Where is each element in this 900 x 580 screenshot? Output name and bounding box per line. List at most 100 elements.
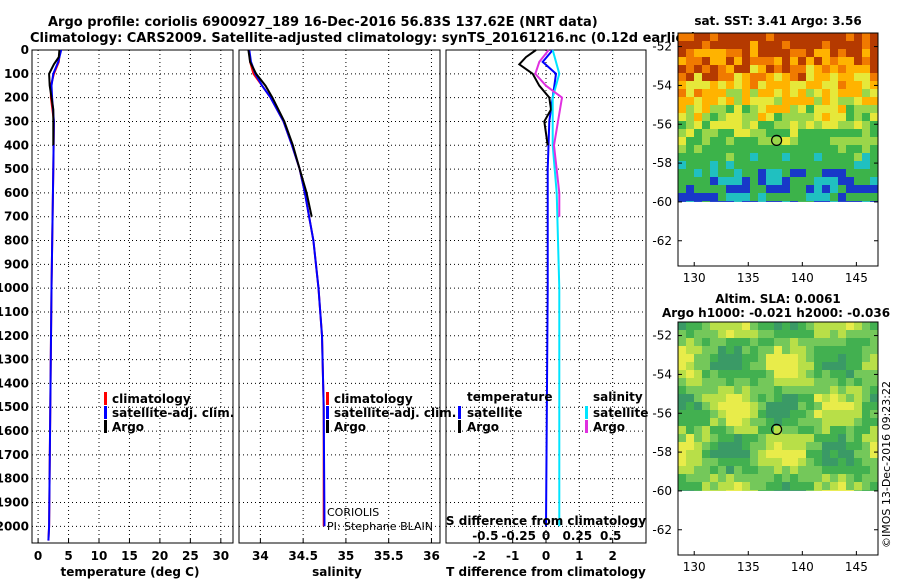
map-cell <box>758 466 766 474</box>
map-cell <box>862 81 870 89</box>
map-cell <box>750 338 758 346</box>
map-cell <box>734 490 742 491</box>
map-cell <box>710 410 718 418</box>
map-cell <box>678 394 686 402</box>
legend-s-satellite: satellite <box>593 406 648 420</box>
map-cell <box>862 362 870 370</box>
difference-xlabel: T difference from climatology <box>446 565 646 579</box>
map-cell <box>870 434 878 442</box>
map-cell <box>686 41 694 49</box>
map-cell <box>678 33 686 41</box>
map-cell <box>862 490 870 491</box>
map-cell <box>838 137 846 145</box>
map-cell <box>702 322 710 330</box>
map-cell <box>766 145 774 153</box>
map-cell <box>766 89 774 97</box>
map-cell <box>758 450 766 458</box>
map-cell <box>870 49 878 57</box>
x-tick-label: 30 <box>212 549 229 563</box>
map-cell <box>814 426 822 434</box>
map-cell <box>718 346 726 354</box>
map-x-tick-label: 145 <box>845 271 868 285</box>
legend-swatch-s-satellite <box>585 406 588 419</box>
map-cell <box>814 49 822 57</box>
map-cell <box>782 121 790 129</box>
map-cell <box>798 482 806 490</box>
map-cell <box>838 338 846 346</box>
map-cell <box>726 386 734 394</box>
map-cell <box>798 450 806 458</box>
map-cell <box>734 105 742 113</box>
map-cell <box>798 466 806 474</box>
map-cell <box>798 410 806 418</box>
x-tick-label: 15 <box>121 549 138 563</box>
map-cell <box>806 105 814 113</box>
map-cell <box>806 137 814 145</box>
map-cell <box>766 458 774 466</box>
salinity-note: CORIOLIS PI: Stephane BLAIN <box>327 506 433 533</box>
map-cell <box>846 474 854 482</box>
map-cell <box>726 322 734 330</box>
map-cell <box>806 458 814 466</box>
map-cell <box>758 145 766 153</box>
map-y-tick-label: -58 <box>652 445 672 459</box>
map-cell <box>758 418 766 426</box>
map-cell <box>846 354 854 362</box>
map-cell <box>854 338 862 346</box>
map-cell <box>686 490 694 491</box>
map-cell <box>798 402 806 410</box>
map-cell <box>870 153 878 161</box>
map-cell <box>838 89 846 97</box>
map-cell <box>798 338 806 346</box>
map-cell <box>766 338 774 346</box>
map-cell <box>798 129 806 137</box>
s-difference-label: S difference from climatology <box>446 514 646 528</box>
map-cell <box>726 466 734 474</box>
map-cell <box>710 490 718 491</box>
map-cell <box>830 57 838 65</box>
map-cell <box>766 434 774 442</box>
map-cell <box>774 49 782 57</box>
map-cell <box>718 65 726 73</box>
salinity-panel: 34 34.5 35 35.5 36 <box>238 49 441 563</box>
credit: ©IMOS 13-Dec-2016 09:23:22 <box>880 381 893 548</box>
map-cell <box>798 33 806 41</box>
map-cell <box>750 386 758 394</box>
map-cell <box>822 161 830 169</box>
map-cell <box>870 378 878 386</box>
map-cell <box>718 394 726 402</box>
map-cell <box>798 418 806 426</box>
map-cell <box>782 386 790 394</box>
map-cell <box>830 153 838 161</box>
map-cell <box>782 185 790 193</box>
map-cell <box>838 81 846 89</box>
map-cell <box>782 482 790 490</box>
map-cell <box>814 466 822 474</box>
map-cell <box>774 169 782 177</box>
map-cell <box>750 57 758 65</box>
map-cell <box>734 81 742 89</box>
map-cell <box>758 386 766 394</box>
map-cell <box>710 73 718 81</box>
map-cell <box>846 458 854 466</box>
map-cell <box>718 418 726 426</box>
map-cell <box>814 89 822 97</box>
map-cell <box>854 354 862 362</box>
map-cell <box>702 33 710 41</box>
map-cell <box>830 426 838 434</box>
map-cell <box>870 458 878 466</box>
map-cell <box>742 346 750 354</box>
map-cell <box>734 450 742 458</box>
map-cell <box>750 105 758 113</box>
map-cell <box>750 193 758 201</box>
map-cell <box>766 161 774 169</box>
map-cell <box>718 33 726 41</box>
map-cell <box>846 145 854 153</box>
map-cell <box>806 386 814 394</box>
map-cell <box>702 338 710 346</box>
map-cell <box>830 185 838 193</box>
map-cell <box>774 402 782 410</box>
map-cell <box>846 330 854 338</box>
map-cell <box>790 418 798 426</box>
sst-map: -52 -54 -56 -58 -60 -62 130 135 140 145 <box>652 32 879 285</box>
